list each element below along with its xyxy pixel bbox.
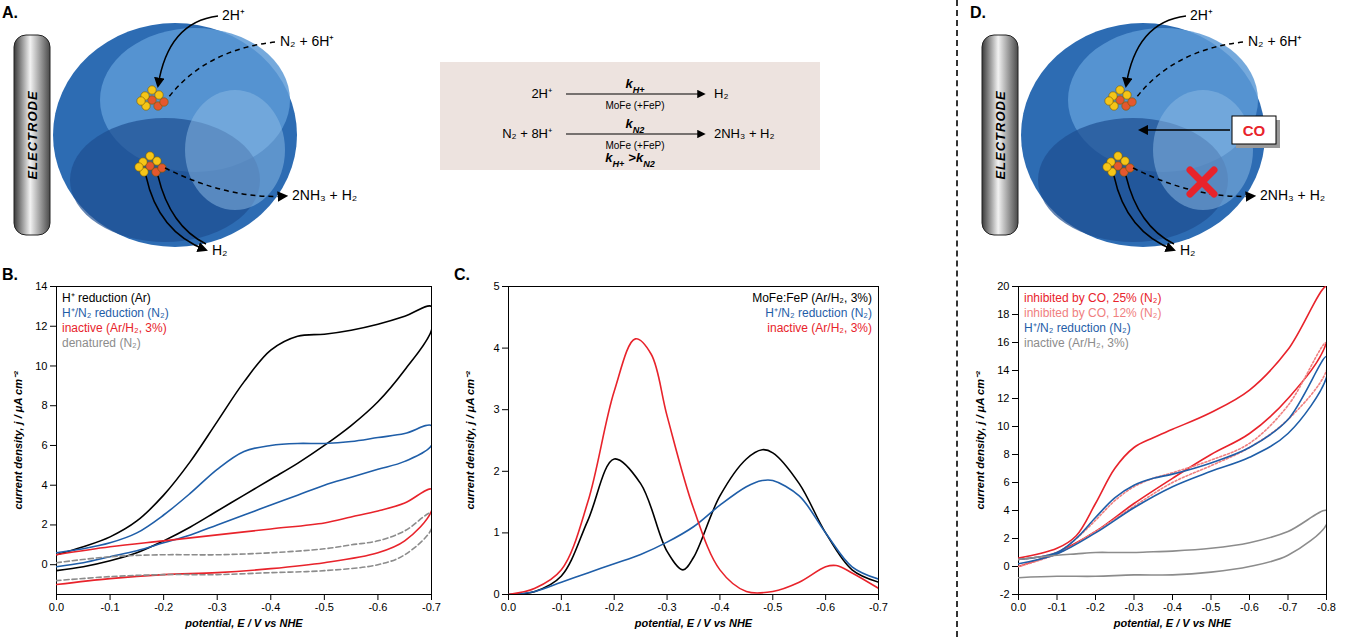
html-text:H⁺/N₂ reduction (N₂): H⁺/N₂ reduction (N₂) [765,306,872,320]
svg-text:potential, E / V vs NHE: potential, E / V vs NHE [634,617,753,629]
svg-text:12: 12 [997,392,1009,404]
svg-text:-0.3: -0.3 [208,601,227,613]
svg-text:4: 4 [493,342,499,354]
svg-text:0: 0 [41,558,47,570]
svg-text:kH+>kN2: kH+>kN2 [605,150,655,169]
svg-text:-0.1: -0.1 [552,601,571,613]
svg-text:-0.2: -0.2 [605,601,624,613]
svg-text:4: 4 [1003,504,1009,516]
svg-text:-0.5: -0.5 [763,601,782,613]
svg-text:5: 5 [493,280,499,292]
svg-text:-0.7: -0.7 [1279,601,1298,613]
svg-text:-0.3: -0.3 [1125,601,1144,613]
svg-text:8: 8 [1003,448,1009,460]
svg-text:2: 2 [41,518,47,530]
svg-text:current density, j / μA cm⁻²: current density, j / μA cm⁻² [12,371,24,510]
svg-text:8: 8 [41,399,47,411]
html-text:inhibited by CO, 12% (N₂): inhibited by CO, 12% (N₂) [1024,306,1162,320]
svg-text:14: 14 [35,280,47,292]
svg-text:ELECTRODE: ELECTRODE [993,90,1008,179]
svg-text:18: 18 [997,308,1009,320]
svg-text:-0.6: -0.6 [368,601,387,613]
svg-text:potential, E / V vs NHE: potential, E / V vs NHE [184,617,303,629]
svg-text:2H⁺: 2H⁺ [531,86,552,101]
svg-text:0: 0 [1003,560,1009,572]
svg-text:-0.1: -0.1 [101,601,120,613]
svg-text:16: 16 [997,336,1009,348]
svg-text:kH+: kH+ [625,76,645,95]
svg-text:-0.5: -0.5 [1202,601,1221,613]
svg-text:2NH₃ + H₂: 2NH₃ + H₂ [714,126,775,141]
html-text:B.: B. [2,266,18,283]
svg-text:kN2: kN2 [626,116,645,135]
svg-text:-0.6: -0.6 [1240,601,1259,613]
svg-text:1: 1 [493,526,499,538]
svg-text:2NH₃ + H₂: 2NH₃ + H₂ [1260,187,1325,203]
html-text:C.: C. [454,266,470,283]
svg-text:N₂ + 8H⁺: N₂ + 8H⁺ [502,126,552,141]
svg-text:current density, j / μA cm⁻²: current density, j / μA cm⁻² [974,371,986,510]
svg-text:MoFe (+FeP): MoFe (+FeP) [605,140,665,151]
svg-text:14: 14 [997,364,1009,376]
svg-text:0: 0 [493,588,499,600]
svg-text:N₂ + 6H⁺: N₂ + 6H⁺ [280,33,334,49]
svg-text:2: 2 [493,465,499,477]
svg-text:N₂ + 6H⁺: N₂ + 6H⁺ [1248,33,1302,49]
svg-text:0.0: 0.0 [501,601,516,613]
svg-text:H₂: H₂ [212,242,228,258]
svg-text:-2: -2 [1000,588,1010,600]
html-text:inactive (Ar/H₂, 3%): inactive (Ar/H₂, 3%) [767,321,872,335]
svg-text:3: 3 [493,403,499,415]
svg-text:6: 6 [41,439,47,451]
html-text:H⁺/N₂ reduction (N₂): H⁺/N₂ reduction (N₂) [62,306,169,320]
svg-text:-0.4: -0.4 [1163,601,1182,613]
svg-text:-0.2: -0.2 [1086,601,1105,613]
html-text:MoFe:FeP (Ar/H₂, 3%): MoFe:FeP (Ar/H₂, 3%) [752,291,872,305]
svg-text:-0.6: -0.6 [816,601,835,613]
svg-text:-0.8: -0.8 [1317,601,1336,613]
html-text:inactive (Ar/H₂, 3%): inactive (Ar/H₂, 3%) [62,321,167,335]
svg-text:-0.2: -0.2 [154,601,173,613]
html-text:denatured (N₂): denatured (N₂) [62,336,141,350]
svg-text:H₂: H₂ [1180,242,1196,258]
svg-text:potential, E / V vs NHE: potential, E / V vs NHE [1113,617,1232,629]
svg-text:-0.7: -0.7 [869,601,888,613]
svg-text:-0.4: -0.4 [710,601,729,613]
svg-text:0.0: 0.0 [1011,601,1026,613]
svg-text:MoFe (+FeP): MoFe (+FeP) [605,100,664,111]
svg-text:0.0: 0.0 [49,601,64,613]
svg-text:D.: D. [970,4,986,21]
svg-text:4: 4 [41,479,47,491]
svg-text:current density, j / μA cm⁻²: current density, j / μA cm⁻² [464,371,476,510]
svg-text:12: 12 [35,320,47,332]
svg-text:6: 6 [1003,476,1009,488]
svg-text:ELECTRODE: ELECTRODE [25,90,40,179]
svg-text:2NH₃ + H₂: 2NH₃ + H₂ [292,187,357,203]
svg-text:-0.1: -0.1 [1048,601,1067,613]
html-text:H⁺/N₂ reduction (N₂): H⁺/N₂ reduction (N₂) [1024,321,1131,335]
svg-text:-0.3: -0.3 [658,601,677,613]
svg-text:2H⁺: 2H⁺ [222,7,245,23]
svg-text:20: 20 [997,280,1009,292]
html-text:inhibited by CO, 25% (N₂): inhibited by CO, 25% (N₂) [1024,291,1162,305]
svg-text:10: 10 [35,360,47,372]
svg-text:H₂: H₂ [714,86,728,101]
html-text:inactive (Ar/H₂, 3%): inactive (Ar/H₂, 3%) [1024,336,1129,350]
svg-text:A.: A. [2,4,18,21]
svg-text:10: 10 [997,420,1009,432]
svg-text:2H⁺: 2H⁺ [1190,7,1213,23]
svg-text:-0.7: -0.7 [422,601,441,613]
html-text:H⁺ reduction (Ar): H⁺ reduction (Ar) [62,291,151,305]
svg-text:CO: CO [1243,122,1266,139]
svg-text:-0.4: -0.4 [261,601,280,613]
svg-text:-0.5: -0.5 [315,601,334,613]
svg-text:2: 2 [1003,532,1009,544]
